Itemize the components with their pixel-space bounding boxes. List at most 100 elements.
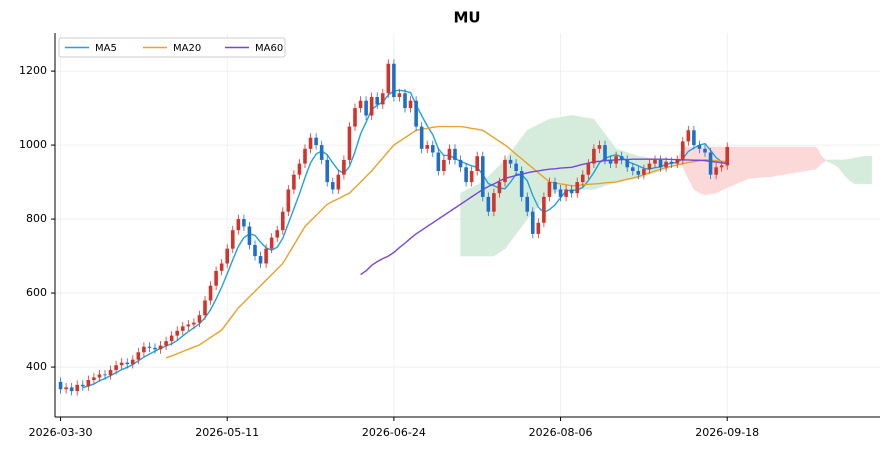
candle-body <box>475 156 480 171</box>
candle-body <box>480 156 485 197</box>
candle-body <box>569 189 574 194</box>
candle-body <box>253 244 257 257</box>
candle-body <box>547 182 552 197</box>
lines <box>82 89 728 389</box>
candle-body <box>319 145 324 160</box>
candle-body <box>403 93 407 109</box>
candle-body <box>130 359 135 365</box>
cloud-segment <box>832 159 839 168</box>
candle-body <box>630 167 635 171</box>
cloud-segment <box>743 146 750 181</box>
candle-body <box>325 159 330 183</box>
candle-body <box>219 263 224 271</box>
cloud-segment <box>804 146 811 172</box>
candle-body <box>425 145 430 149</box>
cloud-segment <box>765 146 772 178</box>
candle-body <box>658 159 663 168</box>
candle-body <box>536 222 541 234</box>
candle-body <box>342 159 346 175</box>
candle-body <box>192 322 196 325</box>
candle-body <box>230 230 235 249</box>
cloud-segment <box>810 146 817 171</box>
candle-body <box>508 159 513 164</box>
candle-body <box>680 141 685 160</box>
candle-body <box>503 159 507 183</box>
candle-body <box>642 169 646 175</box>
candle-body <box>125 362 130 365</box>
candle-body <box>269 237 274 249</box>
x-tick-label: 2026-08-06 <box>529 426 593 439</box>
candle-body <box>458 159 463 168</box>
candle-body <box>169 335 174 342</box>
candle-body <box>464 167 468 183</box>
cloud-segment <box>699 146 706 196</box>
cloud-segment <box>538 121 545 207</box>
cloud-segment <box>760 146 767 178</box>
candle-body <box>708 152 713 175</box>
chart-title: MU <box>453 9 480 27</box>
candle-body <box>330 182 335 190</box>
cloud-segment <box>754 146 761 179</box>
candle-body <box>264 248 268 264</box>
x-tick-label: 2026-05-11 <box>195 426 259 439</box>
candle-body <box>114 365 118 371</box>
cloud-segment <box>732 146 739 186</box>
candle-body <box>353 108 357 127</box>
candle-body <box>664 161 668 168</box>
legend-label: MA20 <box>173 43 201 54</box>
candle-body <box>358 100 363 109</box>
cloud-segment <box>821 155 828 165</box>
cloud-segment <box>838 159 845 176</box>
cloud-segment <box>749 146 756 179</box>
candle-body <box>608 159 613 164</box>
candle-body <box>364 100 368 116</box>
candle-body <box>175 330 180 336</box>
candle-body <box>136 352 141 360</box>
cloud-segment <box>782 146 789 175</box>
candle-body <box>236 219 241 231</box>
cloud-segment <box>854 156 861 185</box>
ticks: 400 600 800 1000 1200 2026-03-30 2026-05-11 202… <box>19 64 759 439</box>
cloud-segment <box>565 115 572 191</box>
candle-body <box>530 211 535 234</box>
candle-body <box>258 256 263 264</box>
candle-body <box>69 387 74 392</box>
candle-body <box>392 63 396 97</box>
candle-body <box>575 182 580 194</box>
candle-body <box>303 148 307 164</box>
candle-body <box>419 126 424 149</box>
x-tick-label: 2026-03-30 <box>29 426 93 439</box>
candle-body <box>275 230 280 238</box>
candle-body <box>92 377 96 381</box>
ma-line <box>165 125 728 359</box>
legend-label: MA60 <box>255 43 283 54</box>
candle-body <box>347 126 352 160</box>
cloud-segment <box>793 146 800 174</box>
candle-body <box>542 196 546 223</box>
legend: MA5 MA20 MA60 <box>58 37 286 58</box>
candle-body <box>180 326 185 331</box>
candle-body <box>153 347 157 350</box>
cloud-segment <box>843 158 850 181</box>
y-tick-label: 800 <box>26 212 47 225</box>
candle-body <box>203 300 207 316</box>
candle-body <box>186 324 191 327</box>
candle-body <box>375 97 380 105</box>
cloud-segment <box>632 153 639 180</box>
candle-body <box>103 374 107 376</box>
cloud-segment <box>826 159 834 164</box>
candle-body <box>119 362 124 366</box>
candle-body <box>492 193 496 212</box>
candle-body <box>336 174 341 190</box>
cloud-segment <box>738 146 745 184</box>
cloud-segment <box>554 117 561 193</box>
candle-body <box>719 165 724 168</box>
cloud-segment <box>510 144 517 243</box>
candle-body <box>242 219 246 227</box>
y-tick-label: 600 <box>26 286 47 299</box>
candle-body <box>486 196 491 212</box>
cloud-segment <box>860 155 867 185</box>
candle-body <box>380 93 385 105</box>
x-tick-label: 2026-06-24 <box>362 426 426 439</box>
x-tick-label: 2026-09-18 <box>695 426 759 439</box>
